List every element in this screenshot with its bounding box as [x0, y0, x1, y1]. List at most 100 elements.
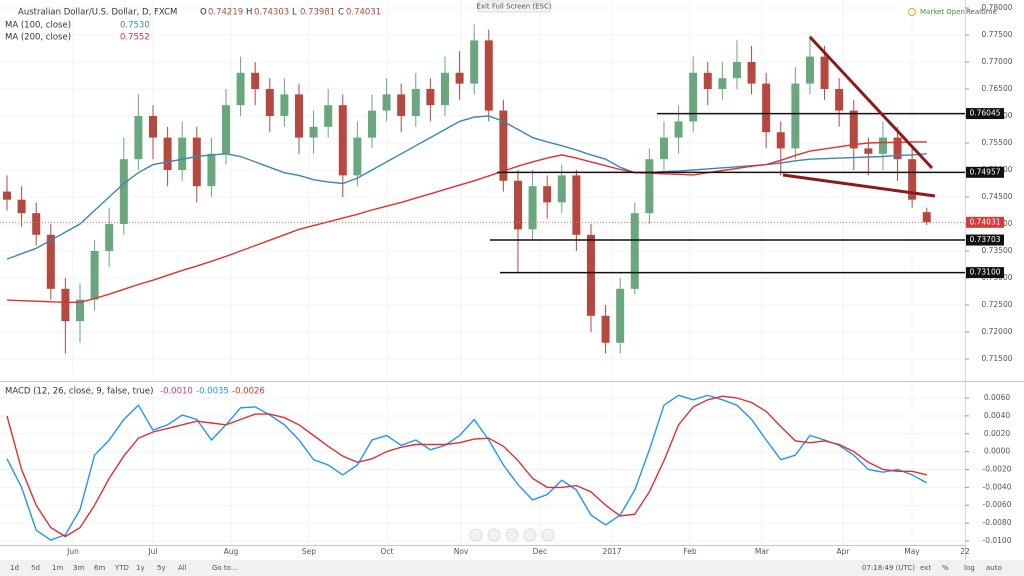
- range-button[interactable]: 3m: [73, 564, 84, 572]
- y-tick-label: -0.0080: [983, 518, 1012, 527]
- y-tick-label: 0.71500: [981, 354, 1012, 363]
- y-tick-label: 0.78000: [981, 3, 1012, 12]
- scale-button[interactable]: auto: [986, 564, 1002, 572]
- candle-body: [309, 126, 318, 138]
- candle-body: [805, 56, 814, 84]
- button[interactable]: [505, 528, 519, 542]
- candle-body: [864, 148, 873, 154]
- button[interactable]: [541, 528, 555, 542]
- candle-body: [470, 40, 479, 84]
- range-button[interactable]: All: [178, 564, 187, 572]
- button[interactable]: [487, 528, 501, 542]
- candle-body: [338, 105, 347, 176]
- x-tick-label: Feb: [683, 547, 697, 556]
- range-button[interactable]: 1d: [10, 564, 19, 572]
- button[interactable]: [469, 528, 483, 542]
- candle-body: [499, 110, 508, 181]
- candle-body: [878, 137, 887, 154]
- x-tick-label: Oct: [381, 547, 394, 556]
- range-button[interactable]: 1y: [136, 564, 145, 572]
- ohlc-prefix: H: [246, 8, 252, 18]
- x-tick-label: Nov: [454, 547, 469, 556]
- range-button[interactable]: YTD: [114, 564, 129, 572]
- feed-status: Realtime: [966, 8, 997, 16]
- candle-body: [908, 159, 917, 200]
- scale-button[interactable]: %: [942, 564, 949, 572]
- y-tick-label: 0.77000: [981, 57, 1012, 66]
- notice-box[interactable]: [477, 0, 551, 13]
- candle-body: [455, 72, 464, 84]
- candle-body: [572, 175, 581, 235]
- y-tick-label: -0.0060: [983, 500, 1012, 509]
- candle-body: [747, 61, 756, 84]
- indicator-name: MA (100, close): [5, 21, 71, 31]
- candle-body: [46, 234, 55, 289]
- range-button[interactable]: 6m: [94, 564, 105, 572]
- macd-value: -0.0035: [196, 387, 229, 397]
- candle-body: [776, 132, 785, 149]
- candle-body: [236, 72, 245, 106]
- level-tag: [966, 234, 1004, 246]
- macd-line: [6, 395, 927, 538]
- range-button[interactable]: 1m: [52, 564, 63, 572]
- y-tick-label: 0.0000: [984, 447, 1010, 456]
- candle-body: [61, 288, 70, 322]
- candle-body: [645, 159, 654, 214]
- candle-body: [17, 199, 26, 214]
- level-tag: [966, 267, 1004, 279]
- scale-button[interactable]: log: [964, 564, 975, 572]
- macd-value: -0.0010: [160, 387, 193, 397]
- candle-body: [528, 186, 537, 230]
- x-tick-label: Apr: [836, 547, 850, 556]
- x-tick-label: Sep: [302, 547, 316, 556]
- notice[interactable]: Exit Full Screen (ESC): [476, 3, 551, 11]
- candle-body: [922, 212, 931, 223]
- candle-body: [148, 115, 157, 138]
- candle-body: [367, 110, 376, 138]
- y-tick-label: -0.0040: [983, 482, 1012, 491]
- x-tick-label: Mar: [755, 547, 770, 556]
- candle-body: [791, 83, 800, 149]
- scale-button[interactable]: ext: [920, 564, 931, 572]
- candle-body: [762, 83, 771, 133]
- button[interactable]: [523, 528, 537, 542]
- candle-body: [513, 180, 522, 230]
- scroll-buttons: [469, 528, 555, 542]
- macd-title: MACD (12, 26, close, 9, false, true): [5, 387, 153, 397]
- y-tick-label: 0.72500: [981, 300, 1012, 309]
- goto[interactable]: Go to...: [212, 564, 238, 572]
- trendline: [782, 173, 936, 198]
- candle-body: [820, 56, 829, 89]
- candle-body: [732, 61, 741, 79]
- candle-body: [557, 175, 566, 203]
- range-button[interactable]: 5y: [157, 564, 166, 572]
- candle-body: [251, 72, 260, 89]
- candle-body: [90, 250, 99, 300]
- x-tick-label: May: [904, 547, 920, 556]
- indicator-value: 0.7552: [120, 33, 150, 43]
- candle-body: [207, 153, 216, 187]
- ohlc-value: 0.74031: [346, 8, 381, 18]
- candle-body: [543, 186, 552, 203]
- candle-body: [630, 213, 639, 289]
- candle-body: [718, 78, 727, 89]
- y-tick-label: 0.75500: [981, 138, 1012, 147]
- candle-body: [105, 223, 114, 251]
- level-label: 0.73100: [969, 268, 1000, 277]
- last-price-tag: [966, 216, 1004, 228]
- toolbar: [0, 560, 1024, 576]
- range-button[interactable]: 5d: [31, 564, 40, 572]
- ohlc-prefix: C: [338, 8, 344, 18]
- candle-body: [265, 88, 274, 116]
- candle-body: [601, 315, 610, 343]
- level-tag: [966, 108, 1004, 120]
- candle-body: [703, 72, 712, 89]
- candle-body: [484, 40, 493, 111]
- candle-body: [3, 191, 12, 200]
- candle-body: [674, 121, 683, 138]
- y-tick-label: -0.0100: [983, 536, 1012, 545]
- candle-body: [659, 137, 668, 160]
- ohlc-value: 0.74219: [208, 8, 243, 18]
- chart-title: Australian Dollar/U.S. Dollar, D, FXCM: [18, 8, 177, 18]
- candle-body: [134, 115, 143, 160]
